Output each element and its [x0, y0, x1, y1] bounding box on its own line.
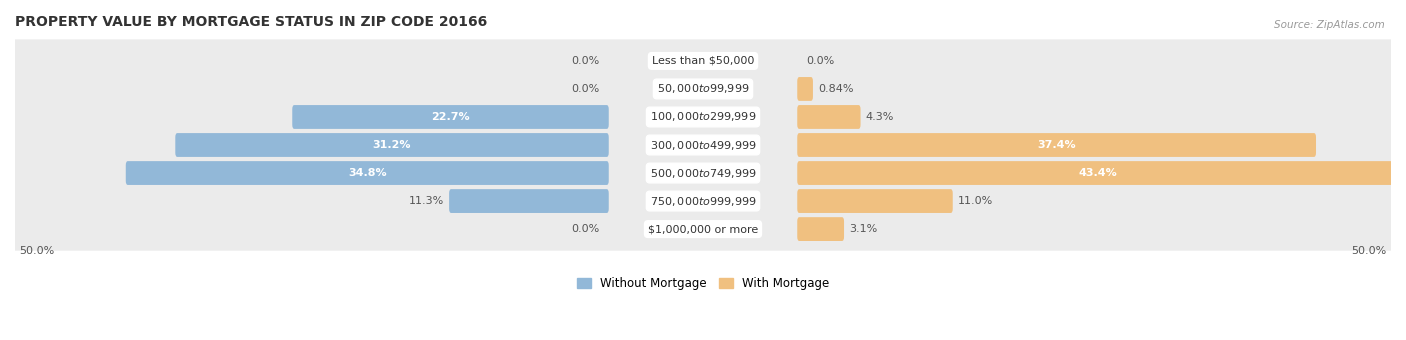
Text: 0.0%: 0.0% — [572, 56, 600, 66]
Text: 50.0%: 50.0% — [20, 246, 55, 256]
Text: 22.7%: 22.7% — [432, 112, 470, 122]
Text: $750,000 to $999,999: $750,000 to $999,999 — [650, 194, 756, 207]
Text: PROPERTY VALUE BY MORTGAGE STATUS IN ZIP CODE 20166: PROPERTY VALUE BY MORTGAGE STATUS IN ZIP… — [15, 15, 488, 29]
Text: 43.4%: 43.4% — [1078, 168, 1118, 178]
Text: $1,000,000 or more: $1,000,000 or more — [648, 224, 758, 234]
Text: 0.0%: 0.0% — [572, 224, 600, 234]
FancyBboxPatch shape — [797, 133, 1316, 157]
FancyBboxPatch shape — [11, 151, 1395, 194]
Text: 3.1%: 3.1% — [849, 224, 877, 234]
Text: 0.0%: 0.0% — [572, 84, 600, 94]
Text: 50.0%: 50.0% — [1351, 246, 1386, 256]
FancyBboxPatch shape — [11, 96, 1395, 139]
FancyBboxPatch shape — [176, 133, 609, 157]
FancyBboxPatch shape — [449, 189, 609, 213]
Text: $100,000 to $299,999: $100,000 to $299,999 — [650, 110, 756, 123]
FancyBboxPatch shape — [797, 189, 953, 213]
FancyBboxPatch shape — [797, 105, 860, 129]
Text: 11.0%: 11.0% — [957, 196, 993, 206]
Text: $300,000 to $499,999: $300,000 to $499,999 — [650, 138, 756, 152]
FancyBboxPatch shape — [11, 207, 1395, 251]
Text: 37.4%: 37.4% — [1038, 140, 1076, 150]
Text: 34.8%: 34.8% — [347, 168, 387, 178]
Legend: Without Mortgage, With Mortgage: Without Mortgage, With Mortgage — [572, 272, 834, 294]
Text: 4.3%: 4.3% — [865, 112, 894, 122]
FancyBboxPatch shape — [125, 161, 609, 185]
Text: $50,000 to $99,999: $50,000 to $99,999 — [657, 83, 749, 96]
FancyBboxPatch shape — [292, 105, 609, 129]
Text: 11.3%: 11.3% — [409, 196, 444, 206]
FancyBboxPatch shape — [797, 77, 813, 101]
FancyBboxPatch shape — [11, 67, 1395, 110]
Text: 0.84%: 0.84% — [818, 84, 853, 94]
Text: Source: ZipAtlas.com: Source: ZipAtlas.com — [1274, 20, 1385, 30]
Text: $500,000 to $749,999: $500,000 to $749,999 — [650, 167, 756, 180]
Text: 0.0%: 0.0% — [806, 56, 834, 66]
Text: 31.2%: 31.2% — [373, 140, 412, 150]
FancyBboxPatch shape — [11, 180, 1395, 223]
FancyBboxPatch shape — [797, 161, 1399, 185]
Text: Less than $50,000: Less than $50,000 — [652, 56, 754, 66]
FancyBboxPatch shape — [11, 123, 1395, 167]
FancyBboxPatch shape — [797, 217, 844, 241]
FancyBboxPatch shape — [11, 39, 1395, 83]
